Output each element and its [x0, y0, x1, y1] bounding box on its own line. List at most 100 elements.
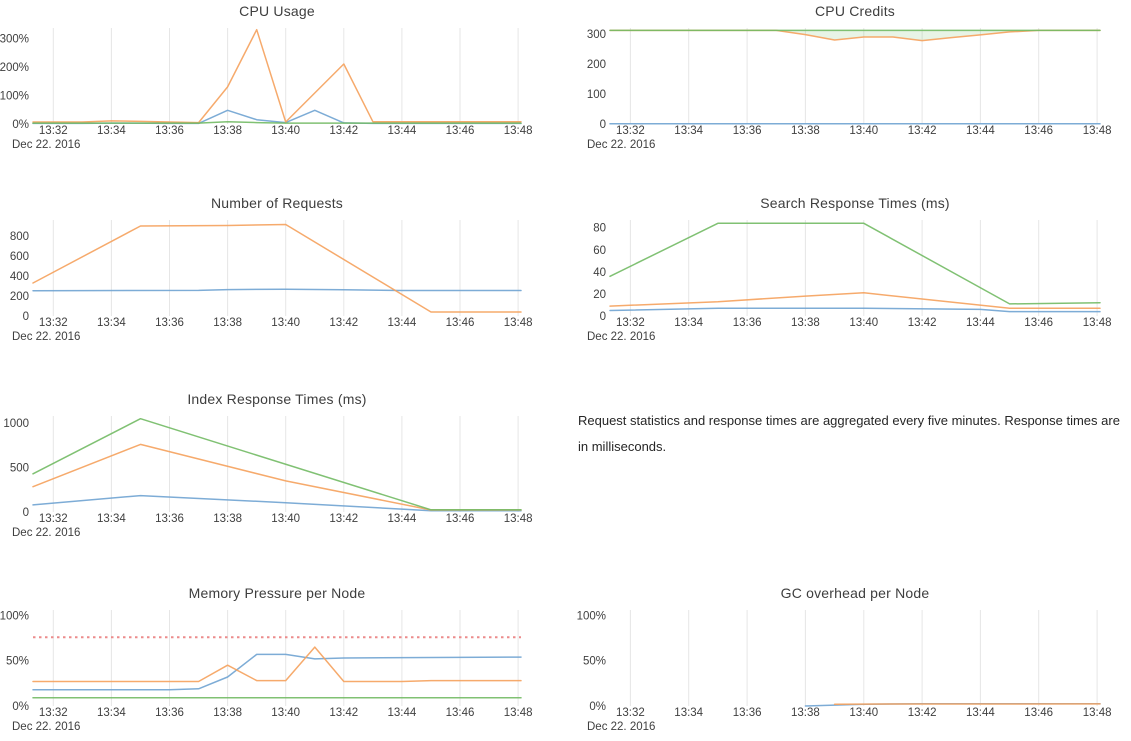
memory-pressure-plot-area[interactable]: 13:32 13:34 13:36 13:38 13:40 13:42 13:44 13:46… [0, 582, 565, 741]
x-tick-label: 13:42 [908, 317, 937, 329]
series-green-line [609, 222, 1101, 305]
index-response-times-plot-area[interactable]: 13:32 13:34 13:36 13:38 13:40 13:42 13:44 13:46… [0, 388, 565, 582]
x-tick-label: 13:44 [388, 707, 417, 719]
x-tick-label: 13:34 [97, 317, 126, 329]
x-axis-date-label: Dec 22. 2016 [587, 331, 655, 343]
x-tick-label: 13:46 [1024, 125, 1053, 137]
x-tick-label: 13:32 [39, 125, 68, 137]
y-tick-label: 50% [583, 656, 606, 668]
chart-title: GC overhead per Node [780, 585, 930, 601]
x-tick-label: 13:36 [155, 513, 184, 525]
y-tick-label: 100% [0, 90, 29, 102]
number-of-requests-plot-area[interactable]: 13:32 13:34 13:36 13:38 13:40 13:42 13:44 13:46… [0, 192, 565, 388]
aggregation-note: Request statistics and response times ar… [578, 413, 1120, 454]
chart-search-response-times: Search Response Times (ms) 13:32 13:34 13:… [565, 192, 1131, 388]
x-tick-label: 13:38 [213, 707, 242, 719]
x-tick-label: 13:42 [908, 707, 937, 719]
y-tick-label: 600 [10, 251, 29, 263]
x-tick-label: 13:44 [388, 513, 417, 525]
series-orange-line [609, 29, 1101, 42]
x-tick-label: 13:44 [966, 125, 995, 137]
x-tick-label: 13:34 [674, 317, 703, 329]
y-tick-label: 40 [593, 267, 606, 279]
y-tick-label: 400 [10, 271, 29, 283]
chart-title: CPU Credits [815, 3, 895, 19]
y-tick-label: 0 [600, 119, 606, 131]
y-tick-label: 0 [23, 507, 29, 519]
x-tick-label: 13:44 [966, 317, 995, 329]
x-tick-label: 13:36 [155, 707, 184, 719]
x-tick-label: 13:48 [1083, 707, 1112, 719]
x-tick-label: 13:46 [1024, 707, 1053, 719]
y-tick-label: 100% [577, 610, 606, 622]
x-axis-date-label: Dec 22. 2016 [12, 721, 80, 733]
search-response-times-plot-area[interactable]: 13:32 13:34 13:36 13:38 13:40 13:42 13:44 13:46… [565, 192, 1131, 388]
x-tick-label: 13:40 [849, 317, 878, 329]
x-tick-label: 13:36 [733, 317, 762, 329]
x-axis-date-label: Dec 22. 2016 [12, 331, 80, 343]
x-tick-label: 13:48 [504, 317, 533, 329]
y-tick-label: 200 [10, 291, 29, 303]
y-tick-label: 200% [0, 62, 29, 74]
x-tick-label: 13:44 [966, 707, 995, 719]
x-tick-label: 13:44 [388, 317, 417, 329]
x-tick-label: 13:34 [674, 125, 703, 137]
x-tick-label: 13:40 [271, 317, 300, 329]
chart-title: Index Response Times (ms) [187, 391, 367, 407]
x-tick-label: 13:34 [97, 707, 126, 719]
y-tick-label: 500 [10, 463, 29, 475]
series-orange-line [609, 292, 1101, 310]
series-green-line [32, 120, 522, 124]
note-cell: Request statistics and response times ar… [565, 388, 1131, 582]
x-tick-label: 13:48 [1083, 125, 1112, 137]
series-blue-line [32, 653, 522, 691]
x-tick-label: 13:40 [271, 125, 300, 137]
y-tick-label: 1000 [3, 418, 29, 430]
x-tick-label: 13:46 [446, 317, 475, 329]
x-tick-label: 13:38 [213, 317, 242, 329]
x-tick-label: 13:32 [616, 125, 645, 137]
y-tick-label: 0 [600, 311, 606, 323]
x-tick-label: 13:32 [39, 707, 68, 719]
series-blue-line [609, 307, 1101, 313]
x-tick-label: 13:44 [388, 125, 417, 137]
x-axis-date-label: Dec 22. 2016 [587, 721, 655, 733]
chart-cpu-usage: CPU Usage 13:32 13:34 13:36 13:38 13:40 13:42… [0, 0, 565, 192]
area-fill [610, 30, 1100, 41]
x-tick-label: 13:46 [446, 707, 475, 719]
x-tick-label: 13:42 [329, 513, 358, 525]
x-tick-label: 13:38 [791, 317, 820, 329]
x-tick-label: 13:42 [329, 707, 358, 719]
x-tick-label: 13:48 [504, 513, 533, 525]
x-tick-label: 13:38 [791, 707, 820, 719]
x-tick-label: 13:32 [616, 317, 645, 329]
series-blue-line [32, 288, 522, 292]
x-tick-label: 13:38 [213, 513, 242, 525]
chart-title: CPU Usage [239, 3, 315, 19]
y-tick-label: 100 [587, 89, 606, 101]
cpu-credits-plot-area[interactable]: 13:32 13:34 13:36 13:38 13:40 13:42 13:44 13:46… [565, 0, 1131, 192]
y-tick-label: 0 [23, 311, 29, 323]
chart-title: Search Response Times (ms) [760, 195, 950, 211]
gc-overhead-plot-area[interactable]: 13:32 13:34 13:36 13:38 13:40 13:42 13:44 13:46… [565, 582, 1131, 741]
x-axis-date-label: Dec 22. 2016 [12, 527, 80, 539]
chart-gc-overhead-per-node: GC overhead per Node 13:32 13:34 13:36 13:3… [565, 582, 1131, 741]
y-tick-label: 300% [0, 33, 29, 45]
x-tick-label: 13:48 [1083, 317, 1112, 329]
x-tick-label: 13:36 [733, 707, 762, 719]
chart-title: Number of Requests [211, 195, 343, 211]
y-tick-label: 300 [587, 29, 606, 41]
cpu-usage-plot-area[interactable]: 13:32 13:34 13:36 13:38 13:40 13:42 13:44 13:46… [0, 0, 565, 192]
x-tick-label: 13:32 [616, 707, 645, 719]
x-tick-label: 13:46 [446, 125, 475, 137]
chart-title: Memory Pressure per Node [188, 585, 366, 601]
y-tick-label: 200 [587, 59, 606, 71]
x-tick-label: 13:34 [97, 513, 126, 525]
chart-index-response-times: Index Response Times (ms) 13:32 13:34 13:3… [0, 388, 565, 582]
x-tick-label: 13:36 [733, 125, 762, 137]
x-tick-label: 13:42 [908, 125, 937, 137]
x-tick-label: 13:48 [504, 707, 533, 719]
y-tick-label: 0% [12, 701, 29, 713]
series-blue-line [32, 494, 522, 512]
